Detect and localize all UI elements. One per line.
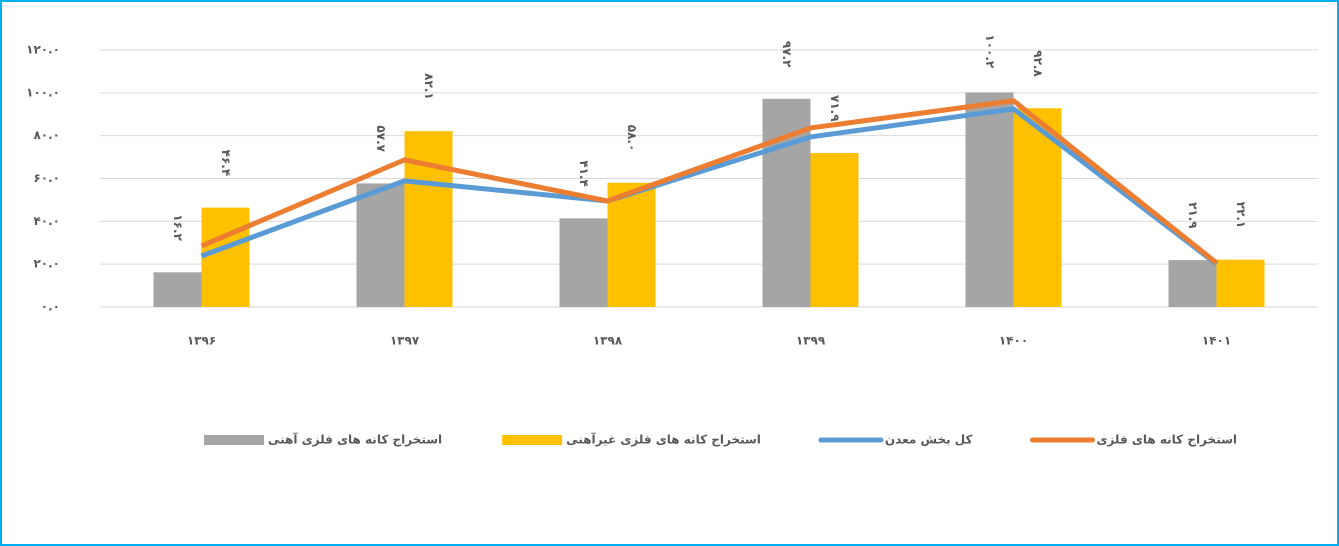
line-series <box>200 98 1219 265</box>
legend-label: استخراج کانه های فلزی غیرآهنی <box>566 432 761 447</box>
x-tick-label: ۱۳۹۸ <box>593 334 623 348</box>
legend-label: کل بخش معدن <box>885 433 973 447</box>
legend-swatch <box>203 435 264 445</box>
data-label: ۹۲.۸ <box>1031 50 1045 77</box>
data-label: ۲۱.۹ <box>1186 202 1200 229</box>
y-tick-label: ۶۰.۰ <box>33 171 60 185</box>
bar <box>559 218 608 307</box>
bar <box>810 153 859 307</box>
y-tick-label: ۱۰۰.۰ <box>26 85 60 99</box>
data-label: ۱۰۰.۲ <box>983 34 997 69</box>
bar <box>1216 259 1265 307</box>
bar <box>1168 260 1217 307</box>
legend-label: استخراج کانه های فلزی <box>1096 433 1237 447</box>
data-label: ۴۶.۴ <box>219 150 233 177</box>
data-label: ۸۲.۱ <box>422 73 436 100</box>
y-tick-label: ۱۲۰.۰ <box>26 43 60 57</box>
data-label: ۴۱.۴ <box>577 160 591 187</box>
x-tick-label: ۱۳۹۹ <box>796 334 826 348</box>
data-label: ۵۷.۷ <box>374 125 388 152</box>
data-label: ۷۱.۹ <box>828 95 842 122</box>
bar <box>404 131 453 307</box>
line-series <box>200 106 1219 266</box>
bar <box>153 272 202 307</box>
legend-label: استخراج کانه های فلزی آهنی <box>268 432 442 447</box>
bar <box>607 182 656 307</box>
y-tick-label: ۰.۰ <box>41 300 60 314</box>
data-label: ۹۷.۲ <box>780 41 794 68</box>
y-tick-label: ۴۰.۰ <box>33 214 60 228</box>
bar <box>762 98 811 307</box>
data-label: ۵۸.۰ <box>625 125 639 152</box>
bar <box>201 207 250 307</box>
bar <box>965 92 1014 307</box>
x-tick-label: ۱۴۰۰ <box>999 334 1028 348</box>
data-label: ۲۲.۱ <box>1234 202 1248 229</box>
y-tick-label: ۸۰.۰ <box>33 128 60 142</box>
x-tick-label: ۱۳۹۷ <box>390 334 420 348</box>
bar <box>356 183 405 307</box>
legend-swatch <box>502 435 563 445</box>
x-tick-label: ۱۳۹۶ <box>187 334 216 348</box>
y-tick-label: ۲۰.۰ <box>33 257 60 271</box>
x-tick-label: ۱۴۰۱ <box>1202 334 1231 348</box>
data-label: ۱۶.۲ <box>171 214 185 241</box>
